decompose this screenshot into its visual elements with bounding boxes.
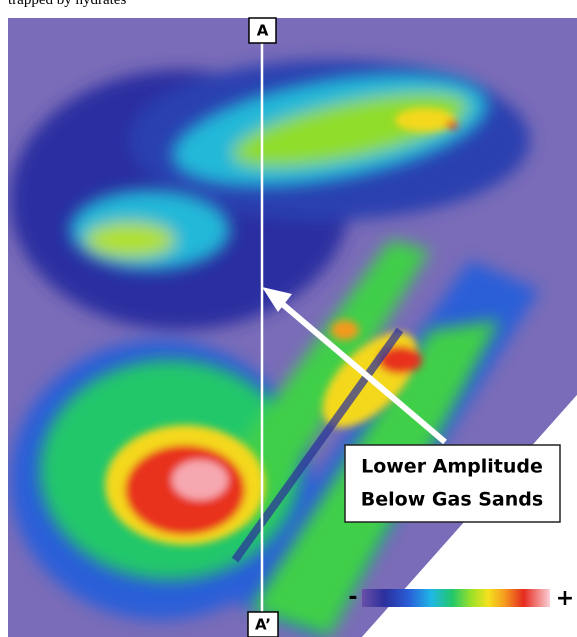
figure: trapped by hydrates: [0, 0, 577, 637]
caption: trapped by hydrates: [8, 0, 126, 8]
annotation-line: Below Gas Sands: [361, 489, 543, 511]
section-start-label: A: [257, 22, 269, 40]
colorbar-max-label: +: [556, 586, 574, 611]
colorbar: [362, 589, 550, 607]
section-end-label: A’: [255, 616, 271, 634]
annotation-line: Lower Amplitude: [361, 456, 543, 478]
colorbar-min-label: -: [348, 585, 357, 610]
